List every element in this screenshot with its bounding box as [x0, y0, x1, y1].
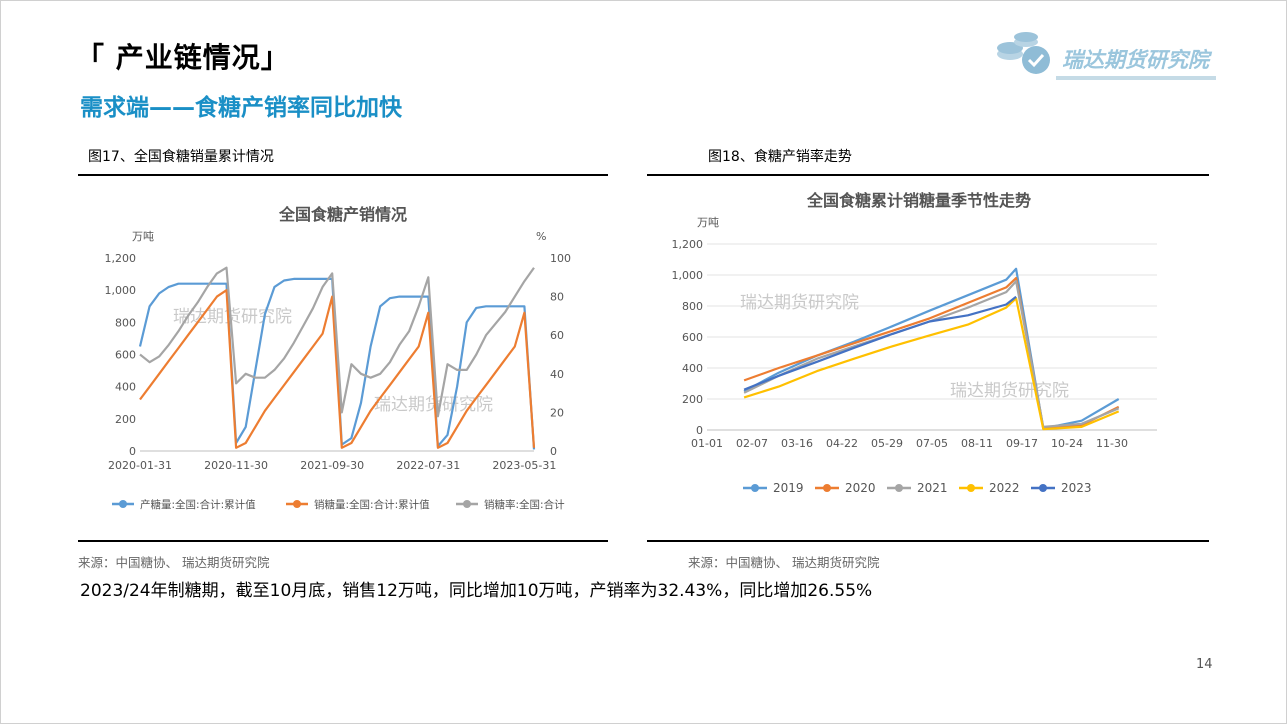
y-tick-label: 800	[115, 316, 136, 329]
series-line	[743, 280, 1120, 428]
y2-tick-label: 40	[550, 368, 564, 381]
x-tick-label: 01-01	[691, 437, 723, 450]
series-line	[743, 297, 1120, 431]
logo-icon	[997, 32, 1050, 74]
legend-marker	[895, 484, 903, 492]
y2-tick-label: 0	[550, 445, 557, 458]
legend-label: 2021	[917, 481, 948, 495]
series-line	[743, 295, 1017, 391]
y2-tick-label: 60	[550, 329, 564, 342]
x-tick-label: 2021-09-30	[300, 459, 364, 472]
legend-marker	[293, 500, 301, 508]
series-line	[139, 266, 535, 418]
page-subtitle: 需求端——食糖产销率同比加快	[80, 95, 402, 121]
y-tick-label: 1,000	[672, 269, 704, 282]
y-tick-label: 0	[696, 424, 703, 437]
legend-marker	[1039, 484, 1047, 492]
x-tick-label: 2020-01-31	[108, 459, 172, 472]
x-tick-label: 2020-11-30	[204, 459, 268, 472]
legend-label: 2020	[845, 481, 876, 495]
y2-tick-label: 100	[550, 252, 571, 265]
fig18-top-rule	[647, 174, 1209, 176]
x-tick-label: 04-22	[826, 437, 858, 450]
fig17-bottom-rule	[78, 540, 608, 542]
y-tick-label: 1,000	[105, 284, 137, 297]
legend-marker	[751, 484, 759, 492]
y-tick-label: 600	[682, 331, 703, 344]
y-tick-label: 200	[115, 413, 136, 426]
y-axis-label: 万吨	[132, 230, 154, 243]
fig18-source: 来源：中国糖协、 瑞达期货研究院	[688, 555, 880, 570]
x-tick-label: 07-05	[916, 437, 948, 450]
x-tick-label: 08-11	[961, 437, 993, 450]
y-axis-label: 万吨	[697, 216, 719, 229]
y-tick-label: 0	[129, 445, 136, 458]
watermark: 瑞达期货研究院	[740, 293, 859, 313]
legend-label: 2019	[773, 481, 804, 495]
fig17-top-rule	[78, 174, 608, 176]
logo-underline	[1056, 76, 1216, 80]
legend-label: 销糖量:全国:合计:累计值	[314, 498, 430, 511]
y-tick-label: 1,200	[105, 252, 137, 265]
watermark: 瑞达期货研究院	[374, 395, 493, 415]
fig18-bottom-rule	[647, 540, 1209, 542]
legend-marker	[967, 484, 975, 492]
fig18-caption: 图18、食糖产销率走势	[708, 149, 852, 165]
y-tick-label: 200	[682, 393, 703, 406]
page-number: 14	[1196, 657, 1213, 672]
legend-label: 产糖量:全国:合计:累计值	[140, 498, 256, 511]
fig17-source: 来源：中国糖协、 瑞达期货研究院	[78, 555, 270, 570]
page-title: 「 产业链情况」	[76, 41, 290, 74]
x-tick-label: 02-07	[736, 437, 768, 450]
fig17-caption: 图17、全国食糖销量累计情况	[88, 149, 274, 165]
legend-label: 销糖率:全国:合计	[484, 498, 565, 511]
logo-text: 瑞达期货研究院	[1062, 48, 1209, 72]
y-tick-label: 1,200	[672, 238, 704, 251]
y-tick-label: 600	[115, 349, 136, 362]
x-tick-label: 2023-05-31	[492, 459, 556, 472]
x-tick-label: 03-16	[781, 437, 813, 450]
watermark: 瑞达期货研究院	[173, 307, 292, 327]
series-line	[139, 289, 536, 449]
watermark: 瑞达期货研究院	[950, 381, 1069, 401]
legend-marker	[463, 500, 471, 508]
chart-title: 全国食糖产销情况	[278, 205, 407, 224]
x-tick-label: 11-30	[1096, 437, 1128, 450]
summary-text: 2023/24年制糖期，截至10月底，销售12万吨，同比增加10万吨，产销率为3…	[80, 581, 873, 601]
y-tick-label: 400	[115, 381, 136, 394]
x-tick-label: 2022-07-31	[396, 459, 460, 472]
legend-marker	[119, 500, 127, 508]
chart-title: 全国食糖累计销糖量季节性走势	[806, 191, 1031, 210]
y2-axis-label: %	[536, 230, 546, 243]
y-tick-label: 400	[682, 362, 703, 375]
y2-tick-label: 80	[550, 291, 564, 304]
y2-tick-label: 20	[550, 406, 564, 419]
x-tick-label: 10-24	[1051, 437, 1083, 450]
legend-label: 2023	[1061, 481, 1092, 495]
y-tick-label: 800	[682, 300, 703, 313]
x-tick-label: 05-29	[871, 437, 903, 450]
legend-marker	[823, 484, 831, 492]
legend-label: 2022	[989, 481, 1020, 495]
x-tick-label: 09-17	[1006, 437, 1038, 450]
